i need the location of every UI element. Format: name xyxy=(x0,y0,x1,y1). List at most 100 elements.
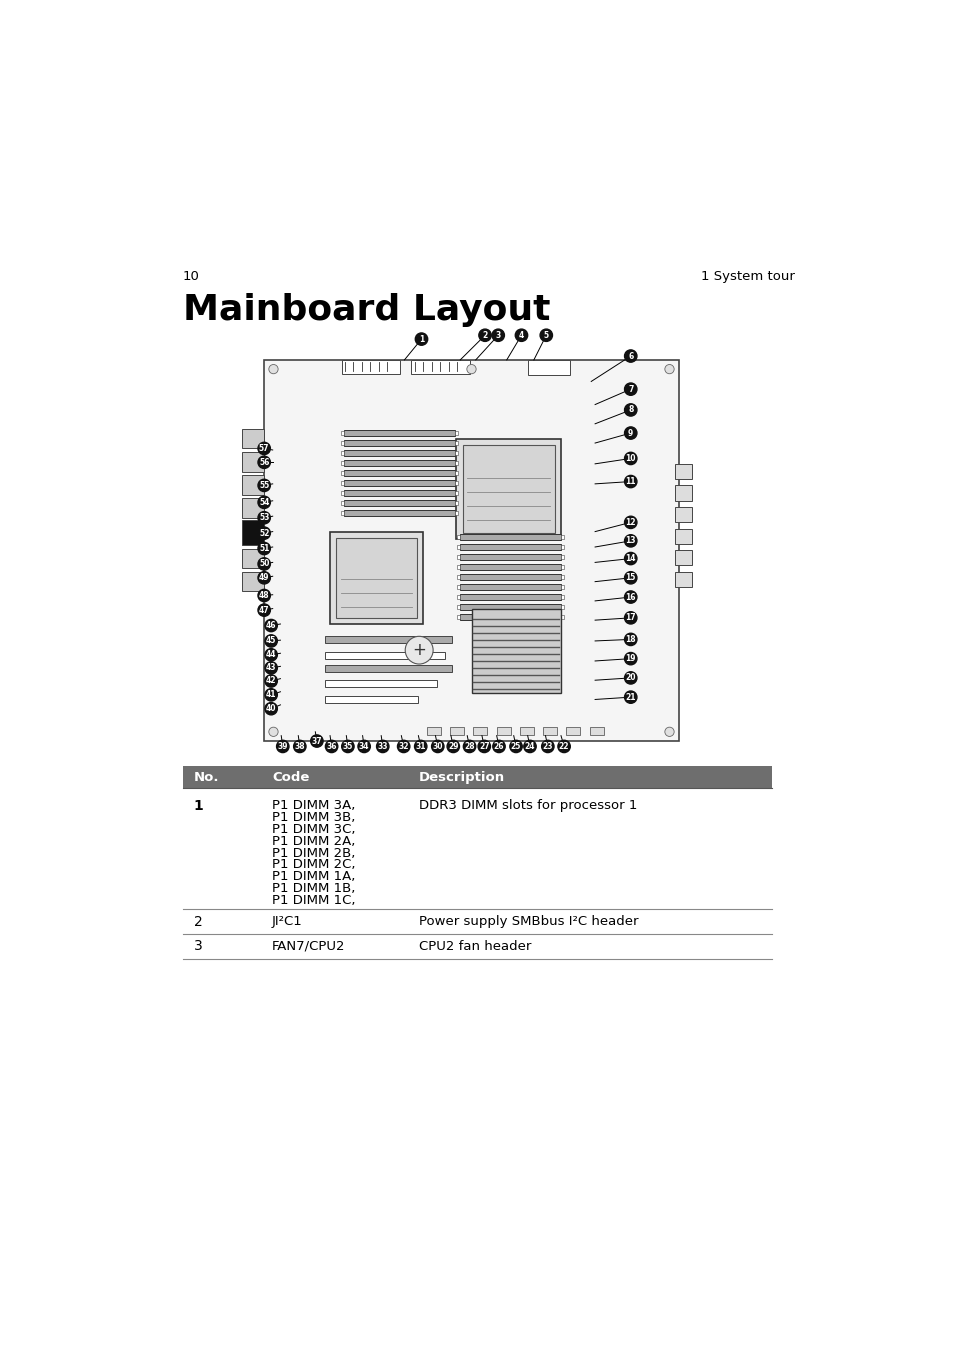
Text: 39: 39 xyxy=(277,743,288,751)
FancyBboxPatch shape xyxy=(242,548,264,568)
FancyBboxPatch shape xyxy=(340,501,344,505)
FancyBboxPatch shape xyxy=(455,471,457,475)
Circle shape xyxy=(325,740,337,752)
FancyBboxPatch shape xyxy=(456,535,459,539)
Text: 1: 1 xyxy=(418,335,424,344)
Circle shape xyxy=(558,740,570,752)
FancyBboxPatch shape xyxy=(497,728,510,734)
Text: 24: 24 xyxy=(524,743,535,751)
Text: 15: 15 xyxy=(625,574,636,582)
Text: 8: 8 xyxy=(627,405,633,414)
Circle shape xyxy=(257,443,270,455)
FancyBboxPatch shape xyxy=(527,360,570,375)
FancyBboxPatch shape xyxy=(242,475,264,494)
Circle shape xyxy=(257,456,270,468)
Text: P1 DIMM 1A,: P1 DIMM 1A, xyxy=(272,871,355,883)
Text: 44: 44 xyxy=(266,651,276,659)
Circle shape xyxy=(624,633,637,645)
Text: 53: 53 xyxy=(258,513,269,522)
Circle shape xyxy=(265,688,277,701)
FancyBboxPatch shape xyxy=(456,564,459,570)
Circle shape xyxy=(541,740,554,752)
Circle shape xyxy=(624,612,637,624)
Text: 33: 33 xyxy=(377,743,388,751)
FancyBboxPatch shape xyxy=(459,554,560,560)
Text: FAN7/CPU2: FAN7/CPU2 xyxy=(272,940,345,953)
Text: 54: 54 xyxy=(258,498,269,506)
FancyBboxPatch shape xyxy=(344,450,455,456)
FancyBboxPatch shape xyxy=(340,460,344,466)
FancyBboxPatch shape xyxy=(455,460,457,466)
Text: 17: 17 xyxy=(625,613,636,622)
Text: +: + xyxy=(412,641,426,659)
FancyBboxPatch shape xyxy=(459,603,560,610)
FancyBboxPatch shape xyxy=(560,614,563,620)
Text: 31: 31 xyxy=(416,743,426,751)
Text: 3: 3 xyxy=(495,331,500,340)
Circle shape xyxy=(257,497,270,509)
Text: 6: 6 xyxy=(627,351,633,360)
FancyBboxPatch shape xyxy=(456,585,459,590)
Circle shape xyxy=(257,590,270,602)
FancyBboxPatch shape xyxy=(456,544,459,549)
Circle shape xyxy=(624,452,637,464)
Text: 32: 32 xyxy=(398,743,409,751)
FancyBboxPatch shape xyxy=(519,728,534,734)
FancyBboxPatch shape xyxy=(455,481,457,486)
Text: 9: 9 xyxy=(627,428,633,437)
Circle shape xyxy=(276,740,289,752)
Circle shape xyxy=(478,329,491,342)
FancyBboxPatch shape xyxy=(459,574,560,580)
FancyBboxPatch shape xyxy=(459,544,560,549)
FancyBboxPatch shape xyxy=(459,564,560,570)
Circle shape xyxy=(311,734,323,747)
FancyBboxPatch shape xyxy=(674,508,691,522)
Circle shape xyxy=(405,636,433,664)
Circle shape xyxy=(447,740,459,752)
FancyBboxPatch shape xyxy=(324,636,452,643)
Text: 20: 20 xyxy=(625,674,636,682)
Circle shape xyxy=(477,740,490,752)
Text: P1 DIMM 3C,: P1 DIMM 3C, xyxy=(272,822,355,836)
Text: P1 DIMM 2B,: P1 DIMM 2B, xyxy=(272,846,355,860)
Circle shape xyxy=(509,740,521,752)
Text: 48: 48 xyxy=(258,591,269,599)
FancyBboxPatch shape xyxy=(335,537,416,618)
Text: 18: 18 xyxy=(625,634,636,644)
FancyBboxPatch shape xyxy=(459,533,560,540)
FancyBboxPatch shape xyxy=(324,695,417,702)
Circle shape xyxy=(624,591,637,603)
Text: 25: 25 xyxy=(510,743,520,751)
Circle shape xyxy=(265,662,277,674)
FancyBboxPatch shape xyxy=(340,451,344,455)
Text: 57: 57 xyxy=(258,444,269,454)
FancyBboxPatch shape xyxy=(242,520,264,544)
Text: 23: 23 xyxy=(542,743,553,751)
Text: 4: 4 xyxy=(518,331,523,340)
FancyBboxPatch shape xyxy=(411,360,469,374)
FancyBboxPatch shape xyxy=(242,452,264,471)
Text: 16: 16 xyxy=(625,593,636,602)
FancyBboxPatch shape xyxy=(459,585,560,590)
FancyBboxPatch shape xyxy=(344,500,455,506)
Circle shape xyxy=(257,526,270,539)
FancyBboxPatch shape xyxy=(674,549,691,566)
FancyBboxPatch shape xyxy=(462,446,555,533)
Circle shape xyxy=(376,740,389,752)
Circle shape xyxy=(431,740,443,752)
Text: 28: 28 xyxy=(464,743,475,751)
Circle shape xyxy=(624,691,637,703)
FancyBboxPatch shape xyxy=(344,470,455,477)
Circle shape xyxy=(664,728,674,736)
Text: P1 DIMM 1C,: P1 DIMM 1C, xyxy=(272,894,355,907)
Text: CPU2 fan header: CPU2 fan header xyxy=(418,940,531,953)
Text: 2: 2 xyxy=(482,331,487,340)
Text: P1 DIMM 3B,: P1 DIMM 3B, xyxy=(272,811,355,824)
FancyBboxPatch shape xyxy=(560,585,563,590)
Text: 47: 47 xyxy=(258,606,269,614)
Circle shape xyxy=(257,543,270,555)
Text: 43: 43 xyxy=(266,663,276,672)
Text: 13: 13 xyxy=(625,536,636,545)
Text: 30: 30 xyxy=(432,743,442,751)
FancyBboxPatch shape xyxy=(459,594,560,601)
